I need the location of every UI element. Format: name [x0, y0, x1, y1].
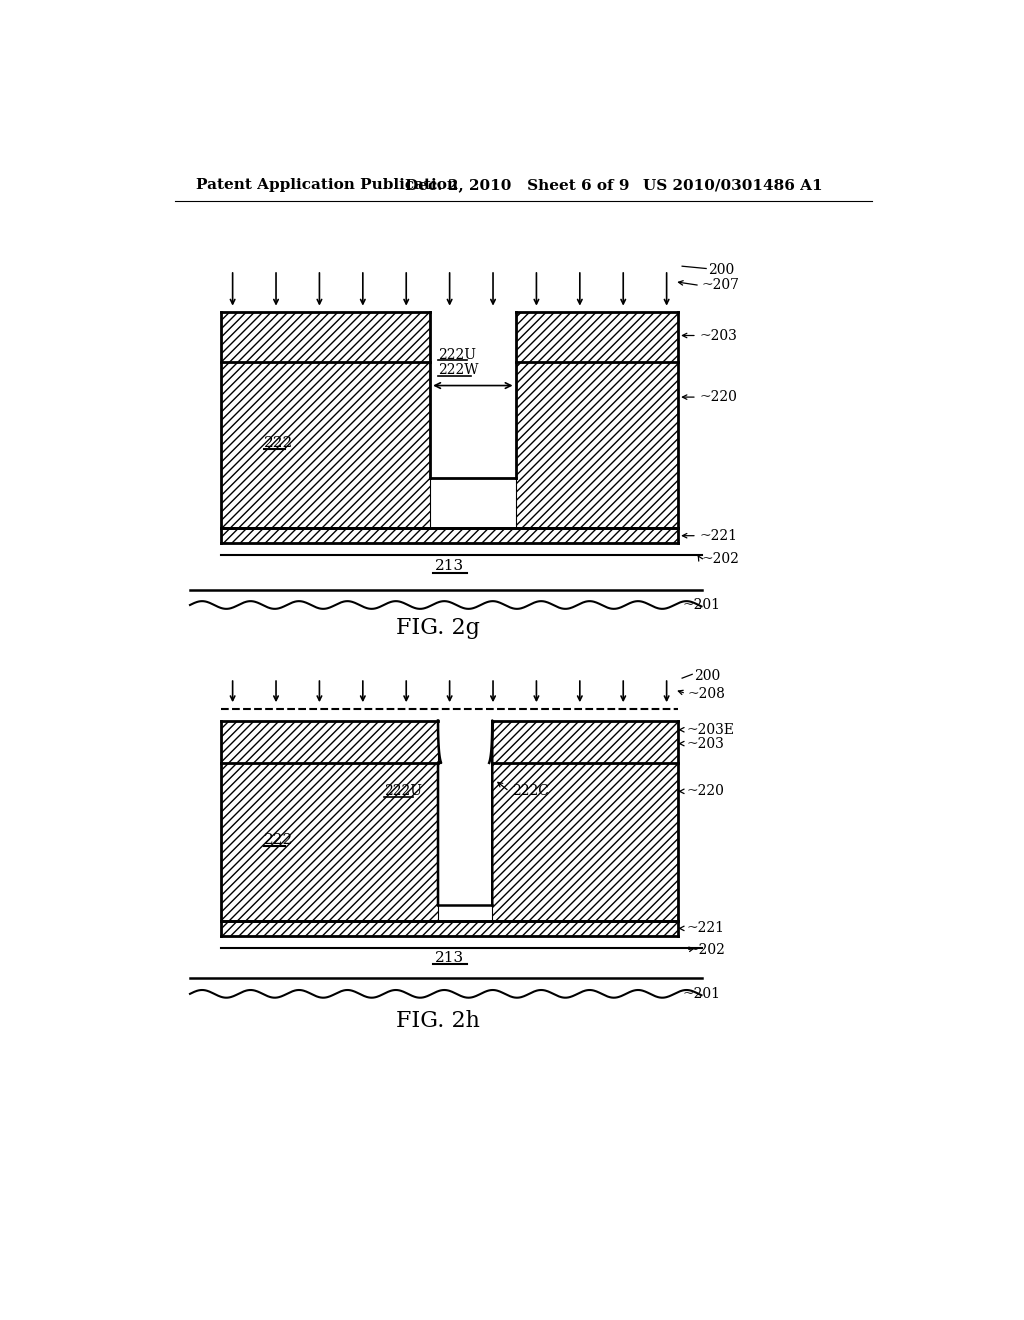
Text: US 2010/0301486 A1: US 2010/0301486 A1	[643, 178, 823, 193]
Text: 222U: 222U	[438, 347, 476, 362]
Text: ~203E: ~203E	[686, 723, 734, 737]
Text: ~220: ~220	[686, 784, 724, 799]
Text: 213: 213	[435, 950, 464, 965]
Text: 222W: 222W	[438, 363, 478, 378]
Text: 200: 200	[708, 263, 734, 277]
Text: 200: 200	[693, 669, 720, 682]
Bar	[221, 721, 438, 763]
Text: FIG. 2g: FIG. 2g	[396, 618, 480, 639]
Text: 222C: 222C	[512, 784, 549, 799]
Text: 213: 213	[435, 560, 464, 573]
Text: ~201: ~201	[682, 598, 720, 612]
Text: FIG. 2h: FIG. 2h	[396, 1010, 480, 1032]
Text: ~221: ~221	[686, 921, 724, 936]
Text: ~203: ~203	[686, 737, 724, 751]
Text: ~202: ~202	[701, 552, 739, 566]
Bar	[515, 363, 678, 528]
Text: ~203: ~203	[700, 329, 738, 342]
Bar	[221, 921, 678, 936]
Text: ~220: ~220	[700, 391, 738, 404]
Text: ~208: ~208	[687, 686, 725, 701]
Bar	[493, 763, 678, 921]
Text: Dec. 2, 2010   Sheet 6 of 9: Dec. 2, 2010 Sheet 6 of 9	[406, 178, 630, 193]
Text: 222U: 222U	[384, 784, 422, 799]
Text: ~202: ~202	[687, 942, 725, 957]
Bar	[221, 763, 438, 921]
Text: 222: 222	[263, 437, 293, 450]
Text: Patent Application Publication: Patent Application Publication	[197, 178, 458, 193]
Text: ~221: ~221	[700, 529, 738, 543]
Bar	[493, 721, 678, 763]
Bar	[221, 363, 430, 528]
Bar	[221, 528, 678, 544]
Bar	[221, 313, 430, 363]
Text: 222: 222	[263, 833, 293, 847]
Bar	[515, 313, 678, 363]
Text: ~207: ~207	[701, 279, 739, 293]
Text: ~201: ~201	[682, 987, 720, 1001]
